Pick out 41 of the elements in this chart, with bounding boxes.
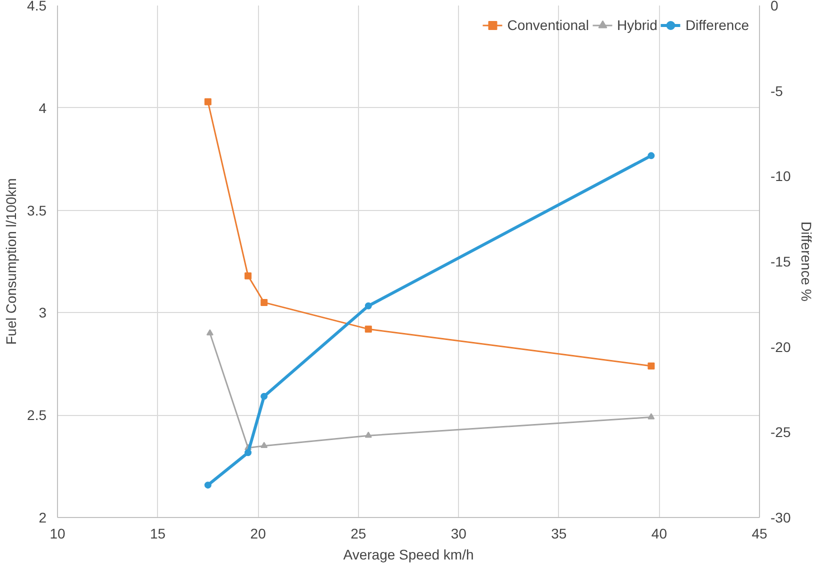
legend-label: Difference xyxy=(685,17,749,33)
y-tick-label: 4.5 xyxy=(27,0,47,14)
point xyxy=(244,272,252,280)
x-tick-label: 30 xyxy=(450,526,467,542)
legend-label: Hybrid xyxy=(616,17,658,33)
x-tick-label: 45 xyxy=(752,526,768,542)
y2-tick-label: -30 xyxy=(770,510,791,526)
y-tick-label: 3.5 xyxy=(27,202,47,218)
x-axis-title: Average Speed km/h xyxy=(343,546,474,562)
x-tick-label: 25 xyxy=(350,526,366,542)
point xyxy=(204,98,212,106)
point xyxy=(204,482,212,489)
y2-tick-label: -20 xyxy=(770,338,791,355)
point xyxy=(244,449,252,456)
point xyxy=(648,362,655,370)
y-axis-title: Fuel Consumption l/100km xyxy=(3,178,20,345)
point xyxy=(260,442,268,448)
x-tick-label: 20 xyxy=(250,526,266,542)
y2-tick-label: -10 xyxy=(770,168,791,184)
x-tick-label: 10 xyxy=(50,526,66,542)
x-tick-label: 35 xyxy=(551,526,567,542)
point xyxy=(648,152,655,160)
legend-label: Conventional xyxy=(507,17,589,33)
point xyxy=(260,298,268,306)
y-tick-label: 2.5 xyxy=(27,407,47,424)
point xyxy=(364,302,372,310)
point xyxy=(260,392,268,400)
x-tick-label: 40 xyxy=(651,526,668,542)
y2-tick-label: 0 xyxy=(770,0,778,14)
y-tick-label: 3 xyxy=(38,304,47,321)
x-tick-label: 15 xyxy=(150,526,166,542)
point xyxy=(364,326,372,333)
y2-axis-title: Difference % xyxy=(798,222,815,302)
point xyxy=(206,329,214,336)
point xyxy=(364,432,372,438)
y2-tick-label: -5 xyxy=(770,82,784,99)
y-tick-label: 2 xyxy=(38,510,47,526)
y2-tick-label: -15 xyxy=(770,254,791,270)
y2-tick-label: -25 xyxy=(770,424,791,440)
point xyxy=(648,413,655,420)
y-tick-label: 4 xyxy=(38,100,47,116)
